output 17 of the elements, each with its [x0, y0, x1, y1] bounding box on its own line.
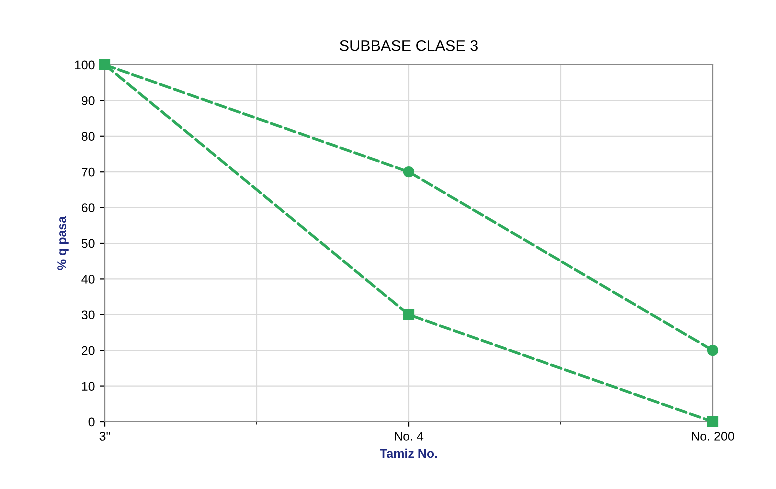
y-tick-label: 20	[82, 346, 95, 356]
y-axis-title: % q pasa	[58, 216, 69, 270]
x-tick-label: No. 200	[692, 432, 734, 441]
x-tick-label: No. 4	[395, 432, 424, 441]
y-tick-label: 80	[82, 132, 95, 142]
y-tick-label: 70	[82, 168, 95, 177]
x-tick-label: 3"	[100, 432, 110, 441]
y-tick-label: 50	[82, 239, 95, 248]
y-tick-label: 10	[82, 382, 95, 391]
chart-title: SUBBASE CLASE 3	[340, 40, 478, 52]
y-tick-label: 90	[82, 96, 95, 106]
y-tick-label: 100	[75, 60, 95, 70]
y-tick-label: 60	[82, 204, 95, 212]
x-axis-title: Tamiz No.	[380, 448, 438, 458]
y-tick-label: 30	[82, 310, 95, 320]
y-tick-label: 0	[88, 418, 95, 427]
y-tick-label: 40	[82, 275, 95, 284]
